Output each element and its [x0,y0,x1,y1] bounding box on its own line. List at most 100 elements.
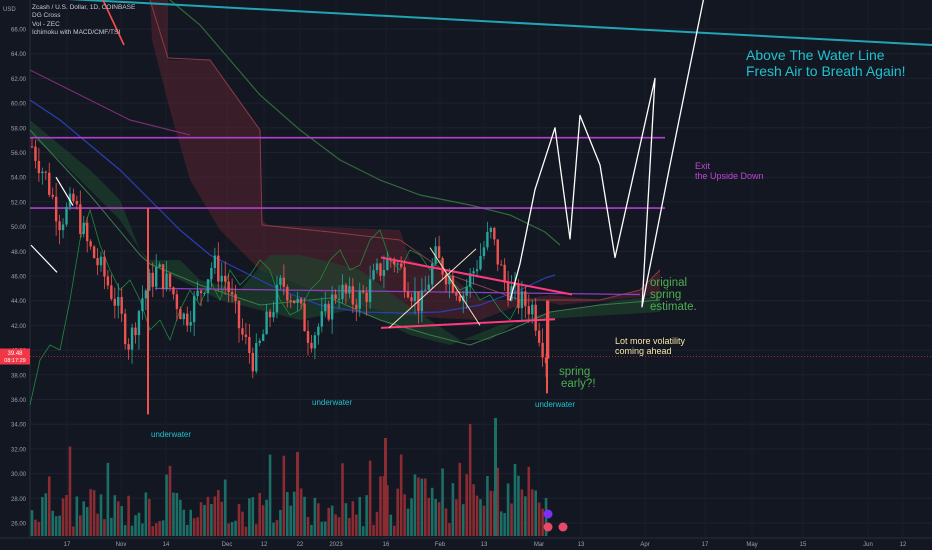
volume-bar [182,509,186,536]
x-tick-label: 15 [800,542,807,548]
volume-bar [279,509,282,536]
legend-symbol[interactable]: Zcash / U.S. Dollar, 1D, COINBASE [32,4,136,11]
candle-body [92,246,96,259]
volume-bar [289,505,293,536]
annotation-underwater-jan[interactable]: underwater [312,398,353,407]
legend-indicator-ichimoku[interactable]: Ichimoku with MACD/CMF/TSI [32,28,121,36]
candle-body [261,334,265,341]
candle-body [130,327,134,350]
candle-body [103,256,106,277]
candle-body [458,295,461,302]
candle-body [527,306,530,315]
volume-bar [179,499,182,536]
x-tick-label: 17 [64,542,71,548]
volume-bar [161,520,165,536]
volume-bar [241,511,244,536]
candle-body [289,300,292,302]
volume-bar [448,523,451,536]
volume-bar [192,518,196,536]
projection-path [509,0,705,308]
candle-body [279,277,282,285]
annotation-underwater-mar[interactable]: underwater [535,400,576,409]
candle-body [296,298,299,303]
volume-bar [137,512,141,536]
y-tick-label: 46.00 [11,275,27,281]
candle-body [192,296,196,323]
volume-bar [524,496,527,536]
candle-body [179,308,182,320]
volume-bar [410,498,413,536]
y-tick-label: 28.00 [11,497,27,503]
y-tick-label: 60.00 [11,102,27,108]
volume-bar [424,478,427,536]
candle-body [520,291,524,309]
annotation-original-spring-estimate[interactable]: original spring estimate. [650,277,697,313]
annotation-text: spring [559,366,591,378]
volume-bar [386,485,389,536]
candle-body [537,330,541,343]
volume-bar [244,526,248,536]
volume-bar [313,497,317,536]
volume-bar [96,513,99,536]
candle-body [144,290,148,299]
candle-body [482,247,486,257]
candles [30,138,550,415]
y-axis-labels: USD26.0028.0030.0032.0034.0036.0038.0040… [3,7,27,528]
candle-body [424,289,427,291]
volume-bar [413,474,417,536]
annotation-exit-upside-down[interactable]: Exit the Upside Down [695,161,764,181]
volume-bar [265,499,268,536]
annotation-spring-early[interactable]: spring early?! [559,366,596,390]
volume-bar [165,474,168,536]
volume-bar [365,495,368,536]
candle-body [406,291,410,298]
volume-bars [30,418,548,536]
legend-indicator-volume[interactable]: Vol - ZEC [32,20,60,28]
annotation-above-water-line[interactable]: Above The Water Line Fresh Air to Breath… [746,47,906,79]
x-tick-label: 13 [578,542,585,548]
volume-bar [168,465,172,536]
legend-indicator-dg-cross[interactable]: DG Cross [32,12,61,20]
candle-body [358,290,361,309]
volume-bar [406,508,410,536]
annotation-text: Above The Water Line [746,47,885,63]
volume-bar [134,515,137,536]
volume-bar [251,497,255,536]
annotation-text: Lot more volatility [615,336,686,346]
volume-bar [368,460,372,536]
volume-bar [537,502,541,536]
candle-body [244,334,248,337]
grid [30,0,932,538]
annotation-underwater-nov[interactable]: underwater [151,430,192,439]
candle-body [82,222,85,234]
volume-bar [282,455,286,536]
volume-bar [517,475,520,536]
candle-body [151,272,154,287]
candle-body [75,200,79,205]
annotation-more-volatility[interactable]: Lot more volatility coming ahead [615,336,685,356]
candle-body [455,292,458,296]
volume-bar [123,525,127,536]
volume-bar [47,476,51,536]
annotation-text: Fresh Air to Breath Again! [746,63,906,79]
candle-body [199,290,203,294]
volume-bar [296,452,299,536]
y-tick-label: 36.00 [11,398,27,404]
volume-bar [303,496,306,536]
y-tick-label: 44.00 [11,299,27,305]
volume-bar [30,510,34,536]
volume-bar [89,489,92,536]
candle-body [293,300,296,303]
candle-body [299,298,303,304]
candle-body [534,304,537,331]
volume-bar [275,520,279,536]
volume-bar [272,522,275,536]
cloud-span-a [29,129,661,346]
cloud-bullish [30,120,660,345]
candle-body [182,313,185,320]
candle-body [420,290,424,312]
volume-bar [372,524,375,536]
candle-body [348,286,351,294]
